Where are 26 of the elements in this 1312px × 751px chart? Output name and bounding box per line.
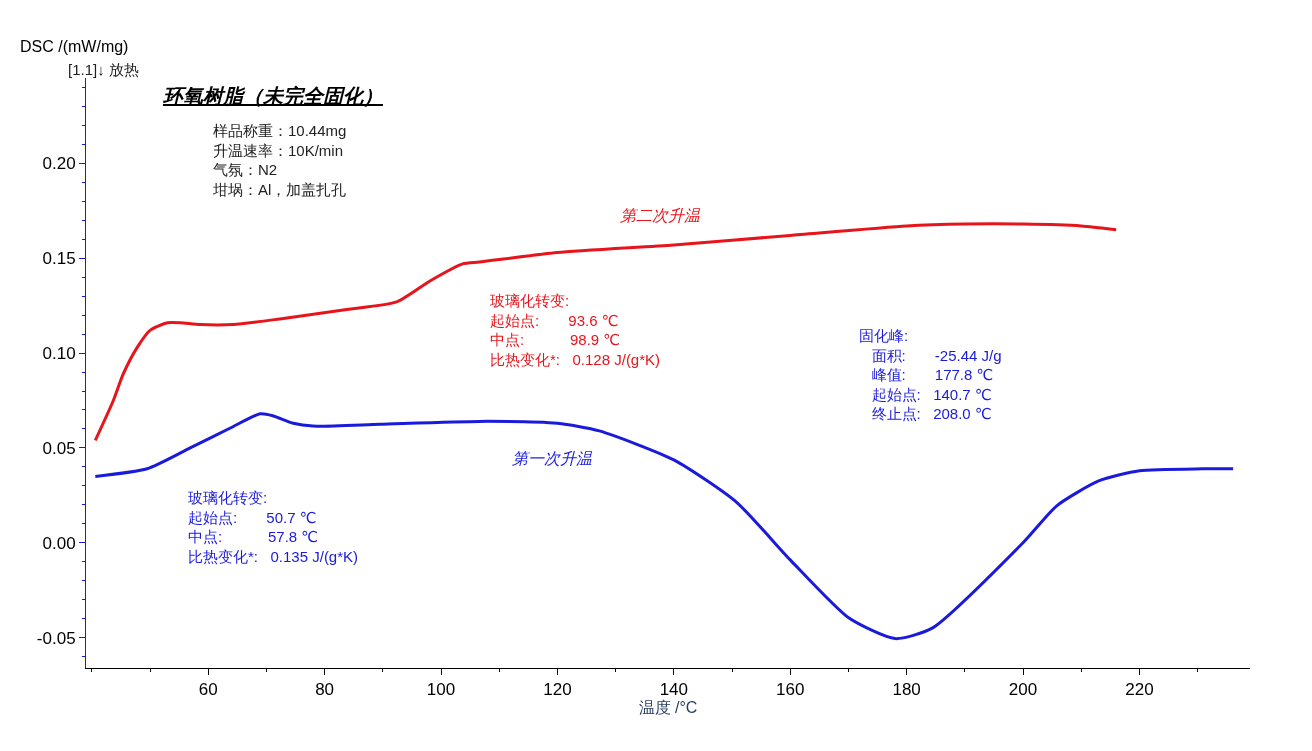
series-label: 第二次升温 (620, 206, 701, 225)
x-tick-label: 200 (1008, 680, 1038, 700)
y-axis-title: DSC /(mW/mg) (20, 38, 129, 55)
y-tick-label: -0.05 (36, 628, 76, 648)
y-tick-label: 0.15 (42, 249, 76, 269)
y-tick-label: 0.05 (42, 438, 76, 458)
y-tick-label: 0.10 (42, 344, 76, 364)
x-tick-label: 100 (426, 680, 456, 700)
x-tick-label: 180 (892, 680, 921, 700)
annotation: 玻璃化转变: 起始点: 50.7 ℃ 中点: 57.8 ℃ 比热变化*: 0.135 J/(g*K) (188, 489, 359, 565)
chart-title: 环氧树脂（未完全固化） (162, 84, 383, 108)
x-axis-title: 温度 /°C (638, 699, 698, 717)
y-tick-label: 0.20 (42, 154, 76, 174)
line-series (93, 222, 1118, 442)
annotation: 样品称重：10.44mg 升温速率：10K/min 气氛：N2 坩埚：Al，加盖扎孔 (212, 122, 347, 198)
x-tick-label: 120 (543, 680, 572, 700)
text: [1.1]↓ 放热 (68, 61, 139, 78)
y-tick-label: 0.00 (42, 533, 76, 553)
x-tick-label: 220 (1125, 680, 1154, 700)
series-label: 第一次升温 (512, 449, 593, 468)
x-tick-label: 60 (198, 680, 218, 700)
x-tick-label: 140 (659, 680, 689, 700)
x-tick-label: 160 (776, 680, 805, 700)
annotation: 固化峰: 面积: -25.44 J/g 峰值: 177.8 ℃ 起始点: 140.7 ℃ 终止点: 208.0 ℃ (859, 327, 1002, 422)
x-tick-label: 80 (315, 680, 335, 700)
annotation: 玻璃化转变: 起始点: 93.6 ℃ 中点: 98.9 ℃ 比热变化*: 0.128 J/(g*K) (490, 292, 661, 368)
